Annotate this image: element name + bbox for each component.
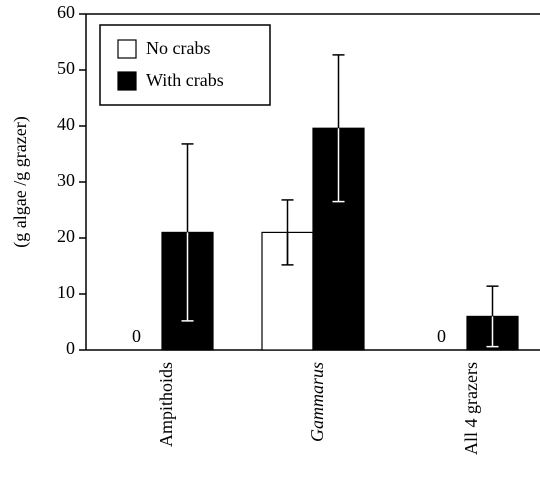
legend-swatch [117,39,137,59]
y-tick-label: 20 [57,226,75,246]
x-tick-label: All 4 grazers [461,362,481,455]
y-tick-label: 0 [66,338,75,358]
y-tick-label: 10 [57,282,75,302]
y-tick-label: 40 [57,114,75,134]
x-tick-label: Gammarus [307,362,327,442]
y-tick-label: 30 [57,170,75,190]
y-tick-label: 50 [57,58,75,78]
y-axis-label: (g algae /g grazer) [10,116,31,247]
legend-box [99,24,271,106]
legend-swatch [117,71,137,91]
legend-label: No crabs [146,38,210,58]
legend-label: With crabs [146,70,224,90]
data-label: 0 [132,326,141,346]
data-label: 0 [437,326,446,346]
y-tick-label: 60 [57,2,75,22]
x-tick-label: Ampithoids [156,362,176,447]
